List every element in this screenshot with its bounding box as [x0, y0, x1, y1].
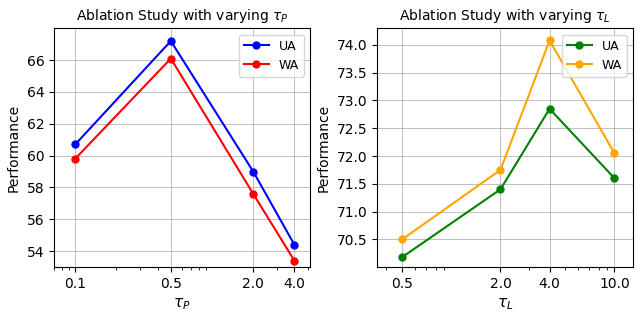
WA	[71, 157, 79, 161]
Y-axis label: Performance: Performance	[317, 104, 331, 192]
UA	[167, 39, 175, 43]
Legend: UA, WA: UA, WA	[239, 34, 304, 77]
Line: UA: UA	[72, 38, 298, 248]
Title: Ablation Study with varying $\tau_L$: Ablation Study with varying $\tau_L$	[399, 7, 611, 25]
Line: WA: WA	[72, 55, 298, 264]
UA	[497, 188, 504, 191]
UA	[399, 255, 406, 259]
Line: WA: WA	[399, 37, 618, 243]
UA	[546, 107, 554, 111]
X-axis label: $\tau_L$: $\tau_L$	[497, 296, 513, 312]
UA	[611, 176, 618, 180]
WA	[611, 151, 618, 155]
Title: Ablation Study with varying $\tau_P$: Ablation Study with varying $\tau_P$	[76, 7, 289, 25]
WA	[399, 237, 406, 241]
UA	[71, 143, 79, 146]
Legend: UA, WA: UA, WA	[561, 34, 627, 77]
WA	[497, 168, 504, 172]
WA	[167, 56, 175, 60]
UA	[291, 243, 298, 247]
UA	[250, 170, 257, 174]
WA	[250, 192, 257, 196]
WA	[291, 259, 298, 263]
Y-axis label: Performance: Performance	[7, 104, 21, 192]
WA	[546, 39, 554, 42]
X-axis label: $\tau_P$: $\tau_P$	[173, 296, 191, 312]
Line: UA: UA	[399, 105, 618, 261]
